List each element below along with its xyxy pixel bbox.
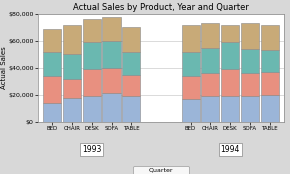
Bar — [122, 27, 140, 52]
Bar — [43, 52, 61, 76]
Bar — [241, 96, 259, 122]
Bar — [83, 96, 101, 122]
Bar — [122, 52, 140, 75]
Bar — [122, 75, 140, 96]
Bar — [102, 93, 121, 122]
Bar — [122, 96, 140, 122]
Legend: 1, 2, 3, 4: 1, 2, 3, 4 — [133, 165, 188, 174]
Bar — [241, 23, 259, 49]
Bar — [261, 25, 279, 50]
Bar — [102, 68, 121, 93]
Bar — [201, 23, 220, 48]
Bar — [221, 42, 239, 69]
Bar — [63, 97, 81, 122]
Bar — [83, 69, 101, 96]
Bar — [201, 73, 220, 96]
Bar — [221, 25, 239, 42]
Bar — [63, 79, 81, 97]
Bar — [83, 42, 101, 69]
Bar — [241, 73, 259, 96]
Title: Actual Sales by Product, Year and Quarter: Actual Sales by Product, Year and Quarte… — [73, 3, 249, 12]
Y-axis label: Actual Sales: Actual Sales — [1, 46, 7, 89]
Bar — [201, 96, 220, 122]
Bar — [43, 76, 61, 103]
Bar — [261, 72, 279, 95]
Bar — [261, 50, 279, 72]
Bar — [102, 41, 121, 68]
Bar — [241, 49, 259, 73]
Bar — [201, 48, 220, 73]
Text: 1993: 1993 — [82, 145, 102, 154]
Bar — [182, 52, 200, 76]
Bar — [43, 103, 61, 122]
Bar — [182, 25, 200, 52]
Bar — [221, 69, 239, 96]
Text: 1994: 1994 — [220, 145, 240, 154]
Bar — [63, 54, 81, 79]
Bar — [102, 17, 121, 41]
Bar — [261, 95, 279, 122]
Bar — [83, 19, 101, 42]
Bar — [221, 96, 239, 122]
Bar — [182, 99, 200, 122]
Bar — [63, 25, 81, 54]
Bar — [182, 76, 200, 99]
Bar — [43, 29, 61, 52]
